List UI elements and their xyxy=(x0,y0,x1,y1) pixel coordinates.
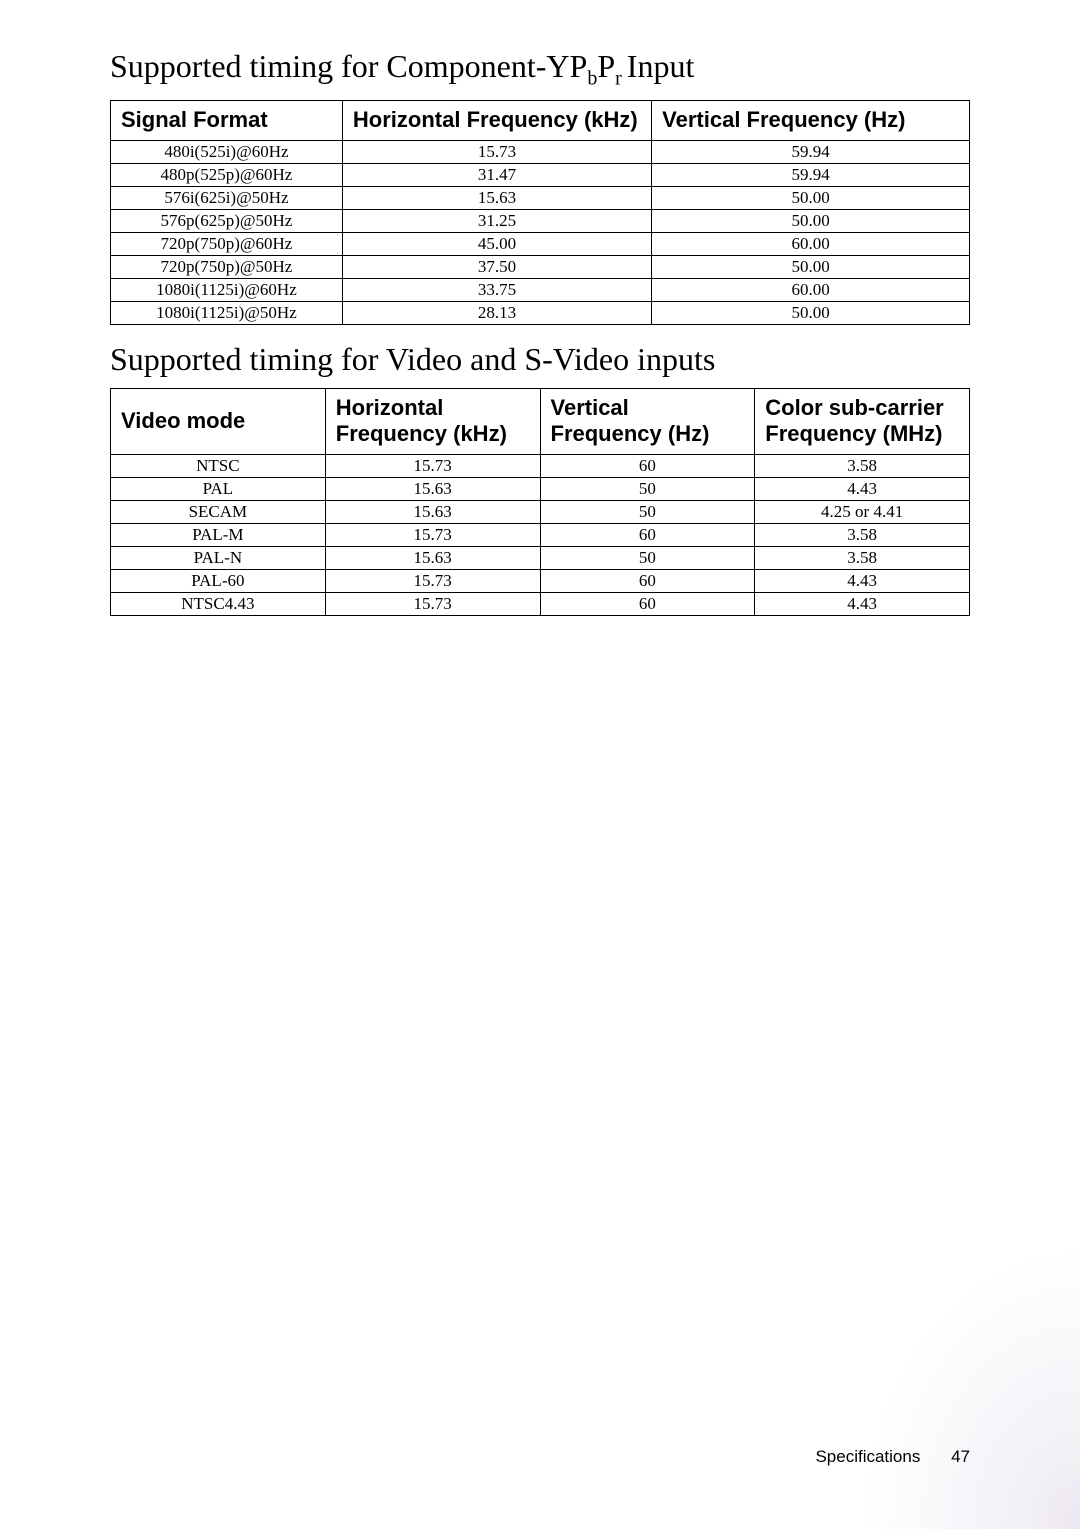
table-cell: 720p(750p)@60Hz xyxy=(111,232,343,255)
table-cell: 1080i(1125i)@50Hz xyxy=(111,301,343,324)
table-row: 1080i(1125i)@50Hz28.1350.00 xyxy=(111,301,970,324)
table-cell: 3.58 xyxy=(755,546,970,569)
table-cell: 50.00 xyxy=(652,255,970,278)
table-row: 576i(625i)@50Hz15.6350.00 xyxy=(111,186,970,209)
table-cell: 576p(625p)@50Hz xyxy=(111,209,343,232)
table-cell: 720p(750p)@50Hz xyxy=(111,255,343,278)
table-cell: 50 xyxy=(540,500,755,523)
table-row: PAL15.63504.43 xyxy=(111,477,970,500)
table-cell: 59.94 xyxy=(652,163,970,186)
table-row: PAL-M15.73603.58 xyxy=(111,523,970,546)
video-timing-table: Video mode Horizontal Frequency (kHz) Ve… xyxy=(110,388,970,616)
table-row: SECAM15.63504.25 or 4.41 xyxy=(111,500,970,523)
table-cell: 60.00 xyxy=(652,278,970,301)
component-timing-table: Signal Format Horizontal Frequency (kHz)… xyxy=(110,100,970,324)
table-cell: 15.63 xyxy=(325,546,540,569)
table-cell: 60 xyxy=(540,523,755,546)
table-cell: 4.25 or 4.41 xyxy=(755,500,970,523)
table-cell: 50 xyxy=(540,546,755,569)
col-vfreq: Vertical Frequency (Hz) xyxy=(540,388,755,454)
table-cell: 576i(625i)@50Hz xyxy=(111,186,343,209)
table-row: PAL-6015.73604.43 xyxy=(111,569,970,592)
table-cell: 31.47 xyxy=(342,163,651,186)
table-cell: 60 xyxy=(540,569,755,592)
table-cell: 3.58 xyxy=(755,454,970,477)
table-cell: 4.43 xyxy=(755,569,970,592)
table-row: PAL-N15.63503.58 xyxy=(111,546,970,569)
col-color-subcarrier: Color sub-carrier Frequency (MHz) xyxy=(755,388,970,454)
table-cell: 45.00 xyxy=(342,232,651,255)
table-cell: 15.73 xyxy=(325,569,540,592)
col-signal-format: Signal Format xyxy=(111,101,343,140)
table-cell: 480i(525i)@60Hz xyxy=(111,140,343,163)
table-cell: 3.58 xyxy=(755,523,970,546)
col-vfreq: Vertical Frequency (Hz) xyxy=(652,101,970,140)
table-cell: 15.63 xyxy=(325,477,540,500)
table-cell: PAL-60 xyxy=(111,569,326,592)
footer-label: Specifications xyxy=(815,1447,920,1466)
table-cell: 50.00 xyxy=(652,186,970,209)
table-cell: 37.50 xyxy=(342,255,651,278)
table-cell: SECAM xyxy=(111,500,326,523)
t1-sub2: r xyxy=(615,67,627,89)
col-hfreq: Horizontal Frequency (kHz) xyxy=(325,388,540,454)
table-cell: 15.73 xyxy=(325,454,540,477)
table-cell: 50.00 xyxy=(652,301,970,324)
table-cell: 60 xyxy=(540,454,755,477)
table-header-row: Signal Format Horizontal Frequency (kHz)… xyxy=(111,101,970,140)
table-cell: 15.73 xyxy=(325,523,540,546)
table-cell: 31.25 xyxy=(342,209,651,232)
t1-prefix: Supported timing for Component-YP xyxy=(110,48,587,84)
table-cell: 15.73 xyxy=(342,140,651,163)
table-cell: 50.00 xyxy=(652,209,970,232)
table-row: 720p(750p)@50Hz37.5050.00 xyxy=(111,255,970,278)
table-cell: 15.73 xyxy=(325,592,540,615)
table-cell: 1080i(1125i)@60Hz xyxy=(111,278,343,301)
table-cell: 60 xyxy=(540,592,755,615)
table-cell: 480p(525p)@60Hz xyxy=(111,163,343,186)
table-cell: NTSC4.43 xyxy=(111,592,326,615)
table-cell: 50 xyxy=(540,477,755,500)
decorative-corner xyxy=(800,1169,1080,1529)
table-cell: 60.00 xyxy=(652,232,970,255)
table-row: 480p(525p)@60Hz31.4759.94 xyxy=(111,163,970,186)
table-row: NTSC4.4315.73604.43 xyxy=(111,592,970,615)
footer-page: 47 xyxy=(951,1447,970,1466)
t1-mid: P xyxy=(597,48,615,84)
table-cell: 4.43 xyxy=(755,477,970,500)
table-cell: 59.94 xyxy=(652,140,970,163)
table-cell: PAL xyxy=(111,477,326,500)
table-cell: NTSC xyxy=(111,454,326,477)
table-cell: PAL-N xyxy=(111,546,326,569)
col-hfreq: Horizontal Frequency (kHz) xyxy=(342,101,651,140)
section1-title: Supported timing for Component-YPbPr Inp… xyxy=(110,48,970,90)
table-cell: 15.63 xyxy=(325,500,540,523)
table-cell: 28.13 xyxy=(342,301,651,324)
table-row: 720p(750p)@60Hz45.0060.00 xyxy=(111,232,970,255)
t1-suffix: Input xyxy=(627,48,695,84)
table-row: NTSC15.73603.58 xyxy=(111,454,970,477)
table-row: 1080i(1125i)@60Hz33.7560.00 xyxy=(111,278,970,301)
col-video-mode: Video mode xyxy=(111,388,326,454)
table-cell: 4.43 xyxy=(755,592,970,615)
table-cell: 33.75 xyxy=(342,278,651,301)
table-row: 576p(625p)@50Hz31.2550.00 xyxy=(111,209,970,232)
t1-sub1: b xyxy=(587,67,597,89)
section2-title: Supported timing for Video and S-Video i… xyxy=(110,341,970,378)
table-header-row: Video mode Horizontal Frequency (kHz) Ve… xyxy=(111,388,970,454)
page-footer: Specifications 47 xyxy=(815,1447,970,1467)
table-cell: PAL-M xyxy=(111,523,326,546)
table-row: 480i(525i)@60Hz15.7359.94 xyxy=(111,140,970,163)
table-cell: 15.63 xyxy=(342,186,651,209)
